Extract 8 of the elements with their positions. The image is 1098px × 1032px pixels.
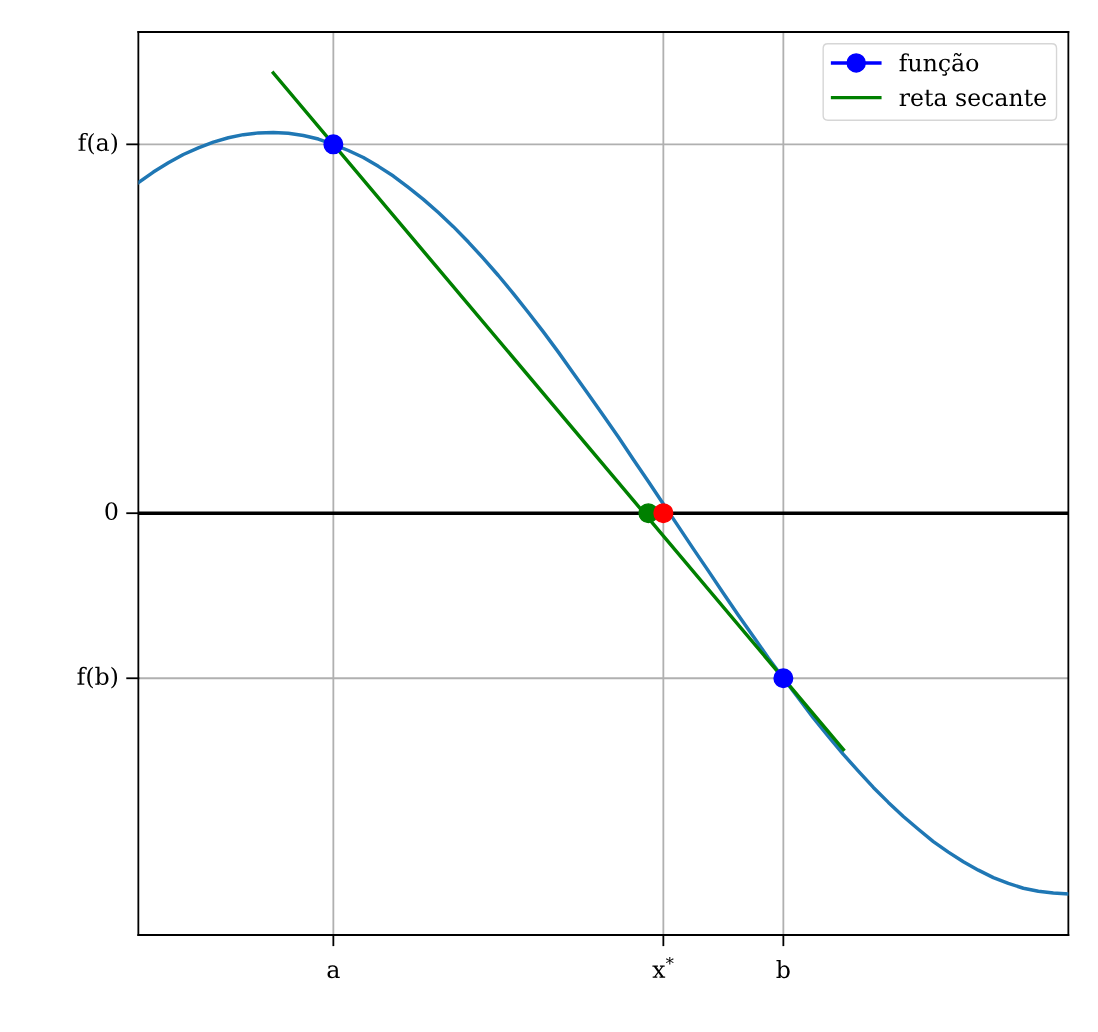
- text: função: [899, 52, 979, 76]
- ref-line-label: 0: [105, 502, 118, 521]
- ref-line-label: f(b): [77, 666, 118, 689]
- x-tick-label: a: [327, 965, 340, 979]
- x-tick-label: b: [776, 959, 790, 979]
- text: reta secante: [899, 89, 1046, 107]
- x-tick-label: x$^{*}$: [652, 956, 674, 978]
- ref-line-label: f(a): [78, 132, 118, 155]
